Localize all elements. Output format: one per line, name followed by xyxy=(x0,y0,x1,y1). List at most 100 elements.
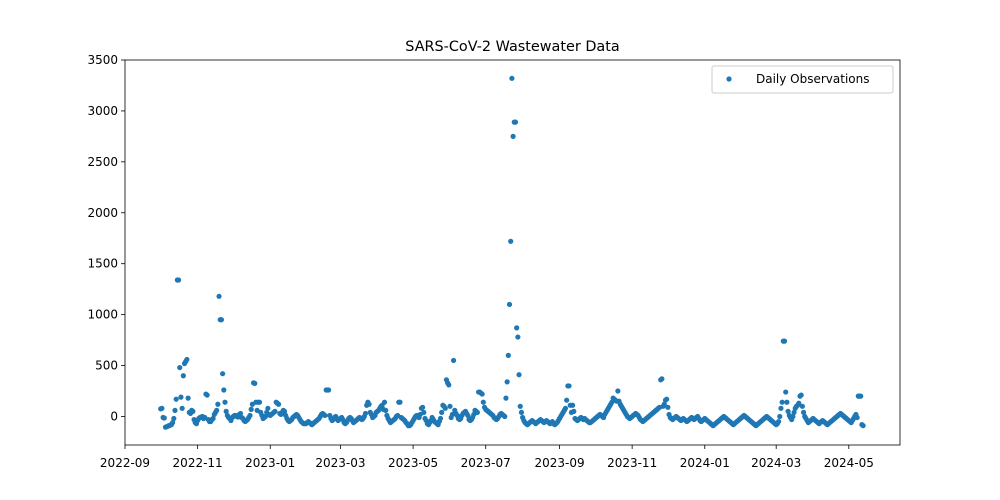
data-point xyxy=(248,406,254,412)
data-point xyxy=(161,415,167,421)
data-point xyxy=(510,133,516,139)
data-point xyxy=(172,407,178,413)
data-point xyxy=(509,75,515,81)
data-point xyxy=(516,372,522,378)
data-point xyxy=(204,392,210,398)
y-tick-label: 0 xyxy=(110,409,118,423)
points-layer xyxy=(158,75,866,430)
y-tick-label: 1000 xyxy=(87,308,118,322)
x-tick-label: 2024-01 xyxy=(680,456,730,470)
data-point xyxy=(210,415,216,422)
data-point xyxy=(798,392,804,398)
data-point xyxy=(190,408,196,414)
x-tick-label: 2023-09 xyxy=(534,456,584,470)
data-point xyxy=(265,405,271,411)
x-tick-label: 2024-03 xyxy=(751,456,801,470)
data-point xyxy=(185,395,191,401)
data-point xyxy=(517,403,523,409)
data-point xyxy=(659,376,665,382)
data-point xyxy=(214,407,220,413)
data-point xyxy=(503,395,509,401)
data-point xyxy=(237,410,244,417)
data-point xyxy=(221,387,227,393)
data-point xyxy=(442,405,448,411)
data-point xyxy=(179,405,185,411)
data-point xyxy=(275,401,282,407)
x-tick-label: 2023-11 xyxy=(607,456,657,470)
x-tick-label: 2023-03 xyxy=(315,456,365,470)
y-tick-label: 2000 xyxy=(87,206,118,220)
data-point xyxy=(783,389,789,395)
data-point xyxy=(562,405,569,411)
x-tick-label: 2022-09 xyxy=(100,456,150,470)
data-point xyxy=(180,373,186,379)
data-point xyxy=(505,352,511,358)
data-point xyxy=(665,404,671,410)
data-point xyxy=(170,419,176,426)
y-tick-label: 3500 xyxy=(87,53,118,67)
data-point xyxy=(779,399,785,405)
data-point xyxy=(785,408,791,414)
data-point xyxy=(860,423,866,429)
data-point xyxy=(518,409,525,416)
data-point xyxy=(564,397,570,403)
legend-box xyxy=(711,65,894,94)
data-point xyxy=(512,119,519,125)
data-point xyxy=(218,317,225,323)
data-point xyxy=(220,371,226,377)
data-point xyxy=(383,407,389,413)
data-point xyxy=(272,408,278,414)
data-point xyxy=(247,412,253,419)
data-point xyxy=(479,391,485,397)
data-point xyxy=(397,399,403,405)
data-point xyxy=(781,338,788,344)
x-tick-label: 2023-05 xyxy=(388,456,438,470)
y-tick-label: 3000 xyxy=(87,104,118,118)
data-point xyxy=(256,399,263,405)
data-point xyxy=(437,415,444,422)
data-point xyxy=(222,399,228,405)
data-point xyxy=(790,413,796,420)
data-point xyxy=(447,403,453,409)
data-point xyxy=(465,412,471,419)
data-point xyxy=(784,399,790,405)
data-point xyxy=(480,399,486,405)
data-point xyxy=(421,409,427,416)
data-point xyxy=(366,401,372,407)
y-axis: 0 500 1000 1500 2000 2500 3000 3500 xyxy=(87,53,125,423)
legend-label: Daily Observations xyxy=(756,72,870,86)
data-point xyxy=(799,403,805,409)
data-point xyxy=(566,383,572,389)
y-tick-label: 1500 xyxy=(87,257,118,271)
data-point xyxy=(508,238,514,244)
data-point xyxy=(502,413,508,420)
data-point xyxy=(175,277,182,283)
data-point xyxy=(514,325,520,331)
data-point xyxy=(439,409,445,416)
data-point xyxy=(171,415,177,422)
data-point xyxy=(325,387,332,393)
data-point xyxy=(252,380,258,386)
data-point xyxy=(796,400,802,406)
data-point xyxy=(570,402,576,408)
data-point xyxy=(223,408,229,414)
data-point xyxy=(159,405,165,411)
data-point xyxy=(661,401,667,407)
data-point xyxy=(450,357,457,364)
x-tick-label: 2022-11 xyxy=(173,456,223,470)
data-point xyxy=(216,293,222,299)
data-point xyxy=(173,396,179,402)
data-point xyxy=(515,334,521,340)
data-point xyxy=(184,356,190,363)
x-tick-label: 2023-07 xyxy=(461,456,511,470)
data-point xyxy=(777,413,783,420)
x-tick-label: 2023-01 xyxy=(245,456,295,470)
data-point xyxy=(420,404,426,410)
data-point xyxy=(778,405,784,411)
chart-title: SARS-CoV-2 Wastewater Data xyxy=(405,39,619,55)
data-point xyxy=(281,408,288,414)
data-point xyxy=(474,409,480,416)
x-tick-label: 2024-05 xyxy=(824,456,874,470)
data-point xyxy=(854,414,860,421)
